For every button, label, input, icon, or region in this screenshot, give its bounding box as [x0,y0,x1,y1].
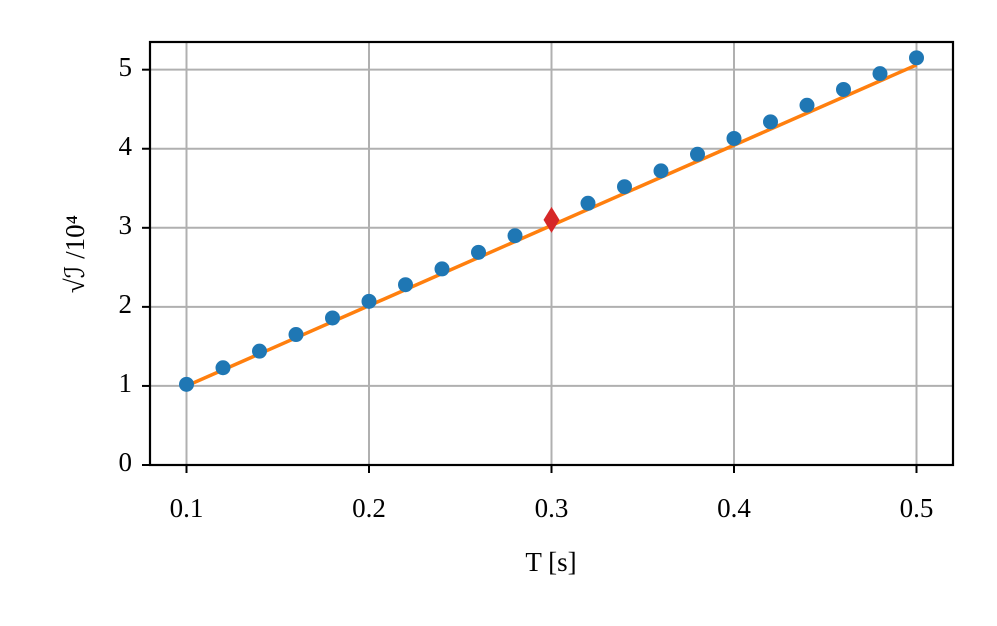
y-tick-label: 5 [119,52,133,82]
point [690,146,705,162]
y-tick-label: 2 [119,289,133,319]
x-tick-label: 0.1 [170,493,204,523]
point [179,376,194,392]
y-tick-label: 1 [119,368,133,398]
point [398,277,413,293]
point [215,360,231,376]
x-axis-label: T [s] [525,547,576,577]
plot-frame [148,40,955,467]
point [617,179,632,195]
point [909,50,924,66]
point [726,130,742,146]
point [471,244,486,260]
point [507,228,523,244]
point [325,310,340,326]
diamond-marker [543,206,560,233]
point [872,66,888,82]
point [763,114,778,130]
x-tick-label: 0.3 [535,493,569,523]
point [836,81,851,97]
point [799,97,815,113]
y-tick-label: 3 [119,210,133,240]
point [434,261,450,277]
point [580,195,596,211]
point [252,343,267,359]
x-tick-label: 0.4 [717,493,751,523]
y-tick-label: 4 [119,131,133,161]
y-axis-label: √ℐ /10⁴ [60,215,90,293]
y-tick-label: 0 [119,447,133,477]
x-tick-label: 0.5 [900,493,934,523]
x-tick-label: 0.2 [352,493,386,523]
point [288,327,304,343]
point [361,293,377,309]
point [653,163,669,179]
